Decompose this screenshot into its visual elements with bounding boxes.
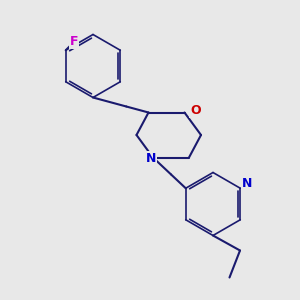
Text: F: F: [70, 35, 78, 48]
Text: N: N: [242, 177, 252, 190]
Text: N: N: [146, 152, 157, 165]
Text: O: O: [190, 104, 200, 118]
